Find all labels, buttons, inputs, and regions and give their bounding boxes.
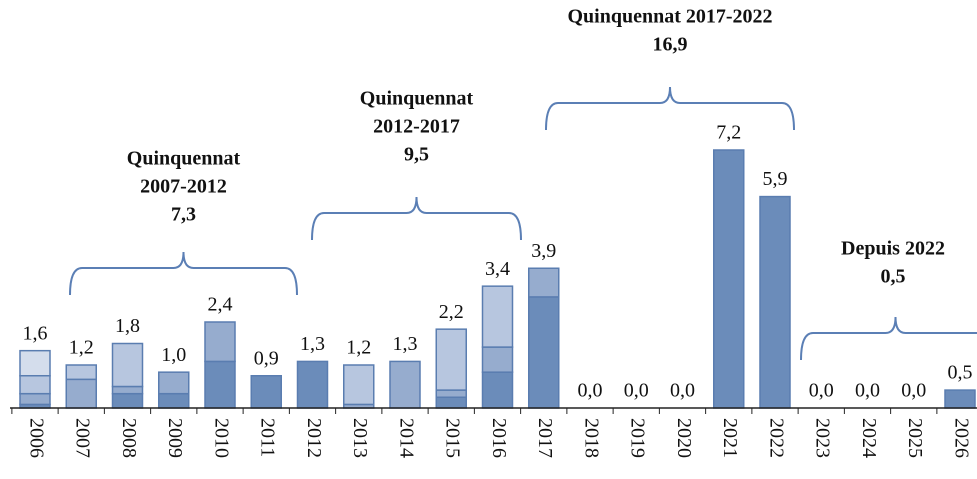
annotation-total: 16,9 [653,34,688,56]
bar-segment [944,389,976,409]
x-tick-label: 2023 [812,418,834,458]
annotation-label: Depuis 2022 [841,238,945,260]
x-tick-label: 2007 [72,418,94,458]
value-label: 0,9 [254,347,279,369]
bar-segment [65,378,97,409]
bracket [545,86,795,131]
value-label: 0,0 [901,380,926,402]
x-tick-label: 2010 [210,418,232,458]
value-label: 2,2 [439,301,464,323]
bar-segment [435,328,467,391]
annotation-label: Quinquennat 2017-2022 [567,6,772,28]
annotation-total: 9,5 [404,144,429,166]
value-label: 1,2 [69,337,94,359]
bracket [69,251,298,296]
x-tick-label: 2008 [118,418,140,458]
bar-segment [204,360,236,409]
value-label: 0,0 [578,380,603,402]
bar-segment [528,296,560,409]
bar-segment [713,149,745,409]
bar-segment [111,342,144,388]
bar-segment [343,364,375,406]
annotation-total: 0,5 [881,266,906,288]
value-label: 5,9 [763,168,788,190]
x-tick-label: 2014 [395,418,417,458]
value-label: 1,0 [161,344,186,366]
value-label: 1,6 [23,322,48,344]
bracket [800,316,977,361]
bar-segment [481,346,514,373]
annotation-label: Quinquennat [360,88,474,110]
x-tick-label: 2020 [673,418,695,458]
x-tick-label: 2011 [257,418,279,457]
value-label: 0,0 [855,380,880,402]
bar-segment [389,360,421,409]
bar-segment [19,349,51,377]
bar-segment [204,321,236,363]
bar-segment [435,396,467,409]
bar-segment [528,267,560,298]
value-label: 7,2 [716,122,741,144]
x-tick-label: 2026 [950,418,972,458]
x-tick-label: 2013 [349,418,371,458]
value-label: 0,0 [670,380,695,402]
value-label: 3,9 [531,240,556,262]
value-label: 0,0 [809,380,834,402]
value-label: 1,8 [115,315,140,337]
value-label: 0,5 [948,362,973,384]
bar-segment [296,360,329,409]
bar-segment [19,375,51,395]
x-tick-label: 2024 [858,418,880,458]
bar-segment [158,392,190,409]
bar-segment [250,375,282,409]
value-label: 3,4 [485,258,510,280]
value-label: 2,4 [208,294,233,316]
bar-segment [481,371,514,409]
value-label: 0,0 [624,380,649,402]
x-tick-label: 2025 [904,418,926,458]
bar-segment [435,389,467,399]
bar-segment [158,371,190,395]
x-tick-label: 2006 [25,418,47,458]
x-tick-label: 2009 [164,418,186,458]
annotation-label: 2012-2017 [373,116,460,138]
x-tick-label: 2022 [765,418,787,458]
bar-segment [111,392,144,409]
bar-segment [111,385,144,395]
value-label: 1,3 [393,333,418,355]
bracket [311,196,522,241]
annotation-total: 7,3 [171,204,196,226]
x-tick-label: 2015 [442,418,464,458]
annotation-label: 2007-2012 [140,176,227,198]
x-tick-label: 2019 [627,418,649,458]
value-label: 1,3 [300,333,325,355]
bar-segment [19,392,51,406]
x-tick-label: 2012 [303,418,325,458]
x-tick-label: 2018 [580,418,602,458]
bar-segment [65,364,97,381]
value-label: 1,2 [346,337,371,359]
x-tick-label: 2021 [719,418,741,458]
bar-segment [481,285,514,348]
annotation-label: Quinquennat [127,148,241,170]
x-tick-label: 2017 [534,418,556,458]
x-tick-label: 2016 [488,418,510,458]
bar-segment [759,195,791,409]
